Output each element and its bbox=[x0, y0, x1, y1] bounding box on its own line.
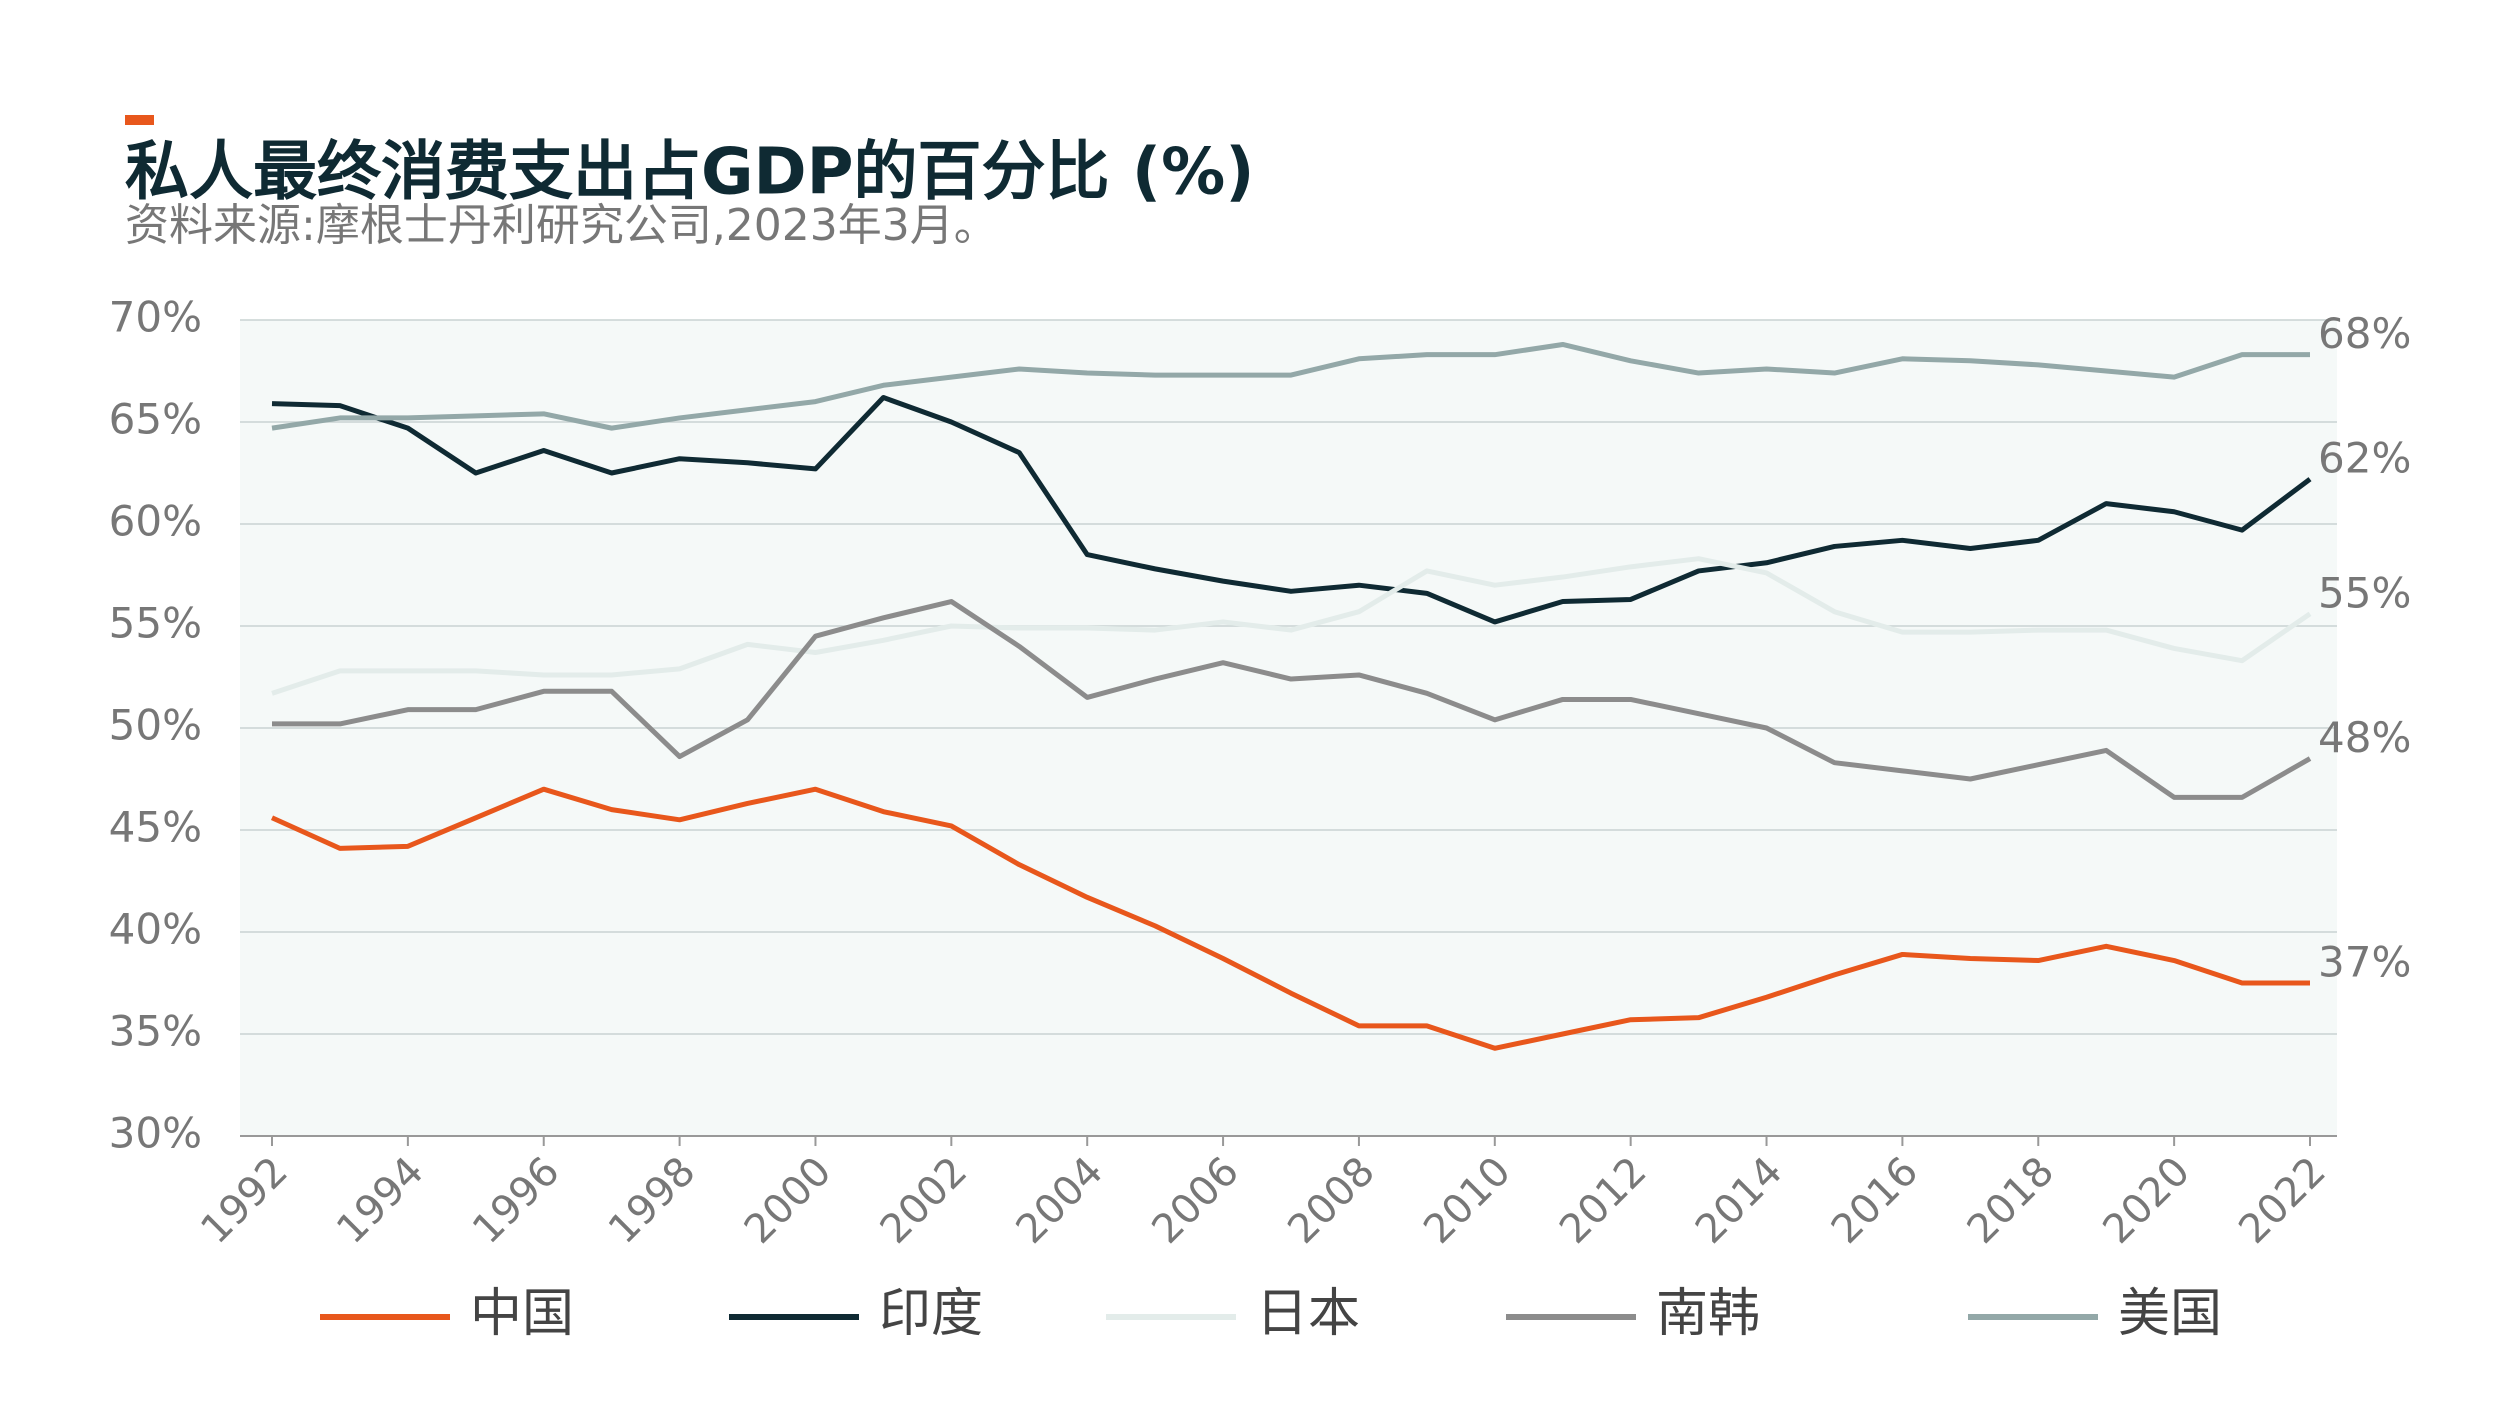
end-label: 48% bbox=[2318, 713, 2411, 762]
y-tick-label: 60% bbox=[109, 497, 202, 546]
end-label: 62% bbox=[2318, 434, 2411, 483]
x-tick-label: 2016 bbox=[1823, 1148, 1928, 1253]
y-tick-label: 40% bbox=[109, 905, 202, 954]
y-tick-label: 55% bbox=[109, 599, 202, 648]
x-tick-label: 2012 bbox=[1551, 1148, 1656, 1253]
legend-label: 印度 bbox=[879, 1284, 983, 1344]
legend-label: 日本 bbox=[1256, 1284, 1360, 1344]
y-tick-label: 70% bbox=[109, 293, 202, 342]
x-tick-label: 2004 bbox=[1008, 1148, 1113, 1253]
y-tick-label: 35% bbox=[109, 1007, 202, 1056]
x-tick-label: 2008 bbox=[1279, 1148, 1384, 1253]
series-line bbox=[271, 395, 2312, 625]
series-line bbox=[272, 599, 2312, 800]
end-label: 55% bbox=[2318, 568, 2411, 617]
x-tick-label: 1994 bbox=[328, 1148, 433, 1253]
x-tick-label: 2010 bbox=[1415, 1148, 1520, 1253]
x-tick-label: 2002 bbox=[872, 1148, 977, 1253]
x-tick-label: 2006 bbox=[1143, 1148, 1248, 1253]
y-tick-label: 65% bbox=[109, 395, 202, 444]
title-accent bbox=[125, 115, 154, 125]
x-tick-label: 2022 bbox=[2230, 1148, 2335, 1253]
series-line bbox=[270, 786, 2310, 1051]
series-line bbox=[271, 556, 2312, 696]
x-tick-label: 2000 bbox=[736, 1148, 841, 1253]
x-tick-label: 1996 bbox=[464, 1148, 569, 1253]
legend-label: 中国 bbox=[470, 1284, 574, 1344]
end-label: 68% bbox=[2318, 309, 2411, 358]
series-line bbox=[271, 341, 2310, 431]
y-tick-label: 30% bbox=[109, 1109, 202, 1158]
y-tick-label: 45% bbox=[109, 803, 202, 852]
x-tick-label: 2018 bbox=[1959, 1148, 2064, 1253]
x-tick-label: 1998 bbox=[600, 1148, 705, 1253]
end-label: 37% bbox=[2318, 938, 2411, 987]
legend-label: 美国 bbox=[2118, 1284, 2222, 1344]
x-tick-label: 2020 bbox=[2094, 1148, 2199, 1253]
legend-label: 南韩 bbox=[1656, 1284, 1760, 1344]
chart-title: 私人最终消费支出占GDP的百分比 (%) bbox=[125, 136, 1254, 210]
x-tick-label: 1992 bbox=[192, 1148, 297, 1253]
chart-subtitle: 资料来源:摩根士丹利研究公司,2023年3月。 bbox=[125, 200, 998, 251]
x-tick-label: 2014 bbox=[1687, 1148, 1792, 1253]
y-tick-label: 50% bbox=[109, 701, 202, 750]
